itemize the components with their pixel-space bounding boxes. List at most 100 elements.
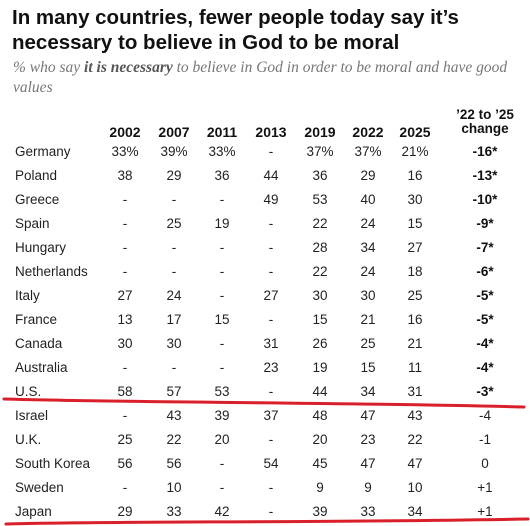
change-cell: -6* xyxy=(476,264,494,279)
value-cell: 37 xyxy=(263,408,279,423)
value-cell: 21 xyxy=(407,336,423,351)
value-cell: 56 xyxy=(117,456,133,471)
country-label: Japan xyxy=(15,504,52,519)
value-cell: 24 xyxy=(360,264,376,279)
value-cell: - xyxy=(268,504,274,519)
table-row: Greece - - - 49 53 40 30 -10* xyxy=(0,188,530,212)
column-header-2022: 2022 xyxy=(352,124,384,140)
value-cell: 21 xyxy=(360,312,376,327)
value-cell: - xyxy=(219,288,225,303)
value-cell: 19 xyxy=(312,360,328,375)
table-row: U.S. 58 57 53 - 44 34 31 -3* xyxy=(0,380,530,404)
change-cell: -4 xyxy=(478,408,491,423)
country-label: France xyxy=(15,312,58,327)
value-cell: 15 xyxy=(360,360,376,375)
value-cell: - xyxy=(122,408,128,423)
value-cell: 22 xyxy=(407,432,423,447)
table-row: Canada 30 30 - 31 26 25 21 -4* xyxy=(0,332,530,356)
change-cell: -10* xyxy=(472,192,498,207)
value-cell: 25 xyxy=(117,432,133,447)
change-cell: 0 xyxy=(481,456,489,471)
column-header-2002: 2002 xyxy=(109,124,141,140)
change-header-label: change xyxy=(461,121,509,136)
value-cell: - xyxy=(219,480,225,495)
table-row: U.K. 25 22 20 - 20 23 22 -1 xyxy=(0,428,530,452)
value-cell: 27 xyxy=(263,288,279,303)
value-cell: 18 xyxy=(407,264,423,279)
value-cell: - xyxy=(171,264,177,279)
subtitle-emphasis: it is necessary xyxy=(84,59,173,76)
value-cell: 33% xyxy=(208,144,236,159)
value-cell: 9 xyxy=(316,480,324,495)
country-label: Hungary xyxy=(15,240,67,255)
table-row: Australia - - - 23 19 15 11 -4* xyxy=(0,356,530,380)
country-label: Spain xyxy=(15,216,50,231)
value-cell: - xyxy=(171,192,177,207)
value-cell: 24 xyxy=(166,288,182,303)
table-row: Germany 33% 39% 33% - 37% 37% 21% -16* xyxy=(0,140,530,164)
value-cell: - xyxy=(219,456,225,471)
value-cell: - xyxy=(219,336,225,351)
value-cell: 16 xyxy=(407,168,423,183)
table-row: Italy 27 24 - 27 30 30 25 -5* xyxy=(0,284,530,308)
change-cell: +1 xyxy=(477,504,493,519)
value-cell: - xyxy=(219,240,225,255)
value-cell: 30 xyxy=(407,192,423,207)
table-row: France 13 17 15 - 15 21 16 -5* xyxy=(0,308,530,332)
change-cell: +1 xyxy=(477,480,493,495)
value-cell: 39 xyxy=(214,408,230,423)
value-cell: 11 xyxy=(407,360,422,375)
country-label: Germany xyxy=(15,144,71,159)
value-cell: 34 xyxy=(360,384,376,399)
change-cell: -7* xyxy=(476,240,494,255)
change-cell: -1 xyxy=(478,432,491,447)
value-cell: 30 xyxy=(117,336,133,351)
value-cell: 30 xyxy=(312,288,328,303)
change-cell: -5* xyxy=(476,288,494,303)
change-cell: -3* xyxy=(476,384,494,399)
value-cell: - xyxy=(268,432,274,447)
value-cell: 44 xyxy=(312,384,328,399)
column-header-2025: 2025 xyxy=(399,124,431,140)
change-cell: -9* xyxy=(476,216,494,231)
change-cell: -16* xyxy=(472,144,498,159)
country-label: Greece xyxy=(15,192,60,207)
value-cell: 29 xyxy=(166,168,182,183)
change-header-period: ’22 to ’25 xyxy=(456,107,514,122)
value-cell: 15 xyxy=(214,312,230,327)
value-cell: 47 xyxy=(360,408,376,423)
country-label: Netherlands xyxy=(15,264,88,279)
value-cell: - xyxy=(122,264,128,279)
value-cell: 27 xyxy=(117,288,133,303)
value-cell: 24 xyxy=(360,216,376,231)
value-cell: - xyxy=(268,480,274,495)
value-cell: 33 xyxy=(166,504,182,519)
country-label: Australia xyxy=(15,360,68,375)
value-cell: - xyxy=(268,216,274,231)
value-cell: 21% xyxy=(401,144,429,159)
value-cell: 57 xyxy=(166,384,182,399)
value-cell: 53 xyxy=(312,192,328,207)
table-row: South Korea 56 56 - 54 45 47 47 0 xyxy=(0,452,530,476)
table-row: Japan 29 33 42 - 39 33 34 +1 xyxy=(0,500,530,524)
value-cell: - xyxy=(268,264,274,279)
country-label: Israel xyxy=(15,408,49,423)
value-cell: 39 xyxy=(312,504,328,519)
value-cell: 29 xyxy=(117,504,133,519)
value-cell: 9 xyxy=(364,480,372,495)
country-label: U.S. xyxy=(15,384,42,399)
subtitle-tail: to believe in God in order to be moral a… xyxy=(13,59,508,96)
value-cell: 28 xyxy=(312,240,328,255)
column-header-2013: 2013 xyxy=(255,124,287,140)
table-row: Sweden - 10 - - 9 9 10 +1 xyxy=(0,476,530,500)
value-cell: 47 xyxy=(407,456,423,471)
value-cell: 43 xyxy=(166,408,182,423)
value-cell: - xyxy=(219,264,225,279)
value-cell: 33 xyxy=(360,504,376,519)
value-cell: 37% xyxy=(354,144,382,159)
value-cell: 25 xyxy=(407,288,423,303)
value-cell: 23 xyxy=(360,432,376,447)
value-cell: 34 xyxy=(407,504,423,519)
value-cell: - xyxy=(219,360,225,375)
table-row: Netherlands - - - - 22 24 18 -6* xyxy=(0,260,530,284)
